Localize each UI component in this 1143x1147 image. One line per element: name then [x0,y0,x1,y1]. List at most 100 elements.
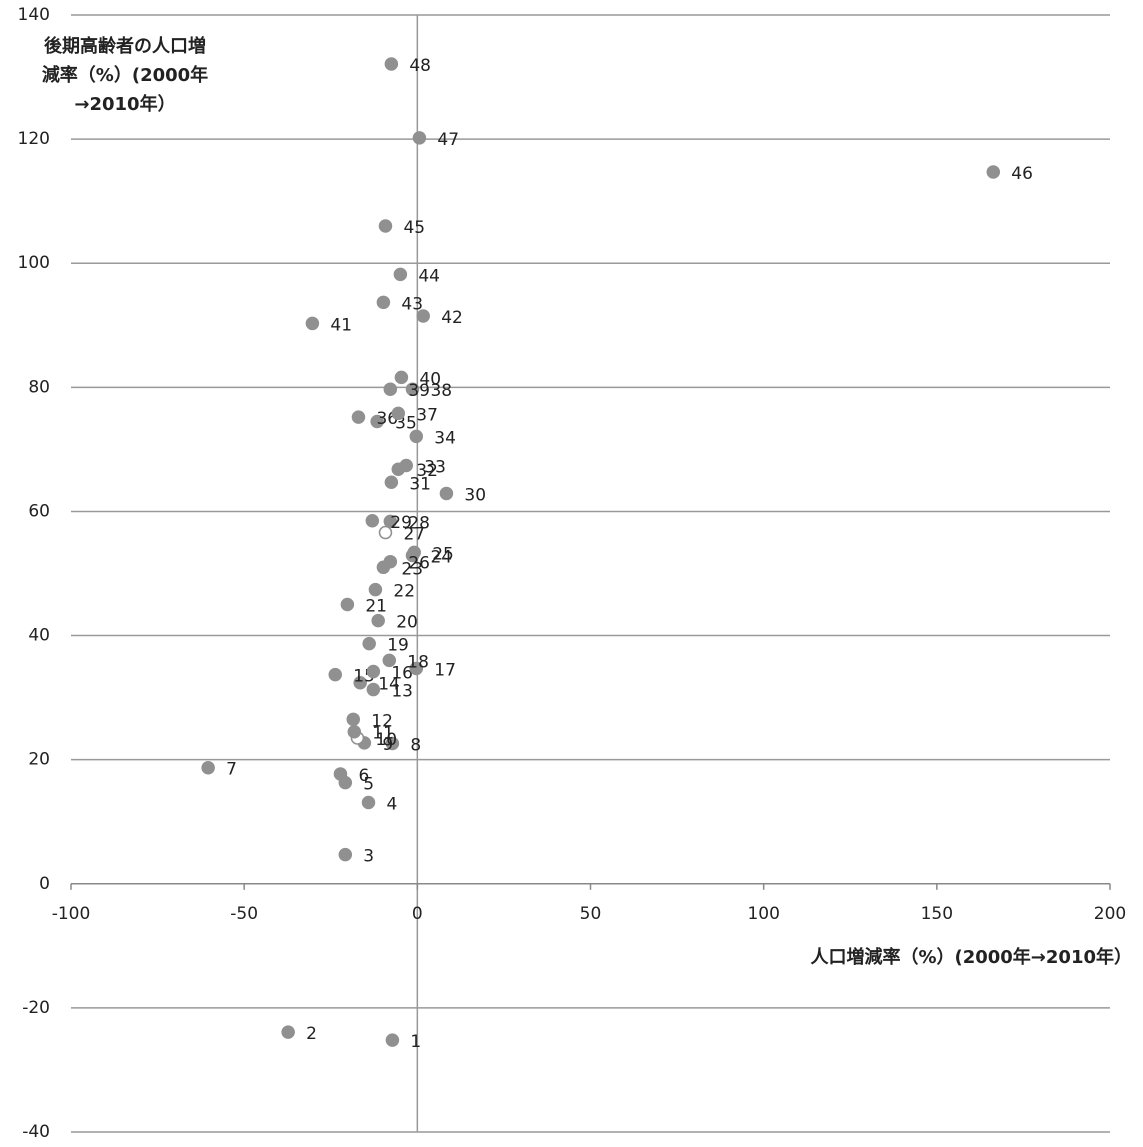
point-label: 32 [416,461,438,481]
point [409,661,424,676]
point [371,613,385,628]
point [416,309,430,323]
point [383,382,398,396]
point [393,267,408,282]
point-label: 8 [410,736,421,756]
y-axis-title: →2010年） [74,93,175,115]
point-label: 37 [416,405,438,425]
point [366,682,381,697]
point-label: 25 [432,544,454,564]
point [340,597,355,612]
point [333,767,348,781]
point [338,847,353,862]
point [399,458,414,473]
point-label: 18 [407,652,429,672]
point [361,795,376,810]
x-tick-label: -100 [52,904,91,924]
point [370,414,384,429]
point-label: 41 [330,315,352,335]
x-tick-label: 150 [921,904,953,924]
point [378,219,393,233]
point [365,514,380,528]
point [201,760,215,775]
point [376,295,391,310]
point-label: 40 [419,369,441,389]
point-label: 17 [434,660,456,680]
point-label: 4 [387,794,398,814]
point-label: 33 [424,458,446,478]
y-tick-label: 20 [28,750,50,770]
point [305,316,320,331]
point [351,410,366,424]
y-tick-label: 140 [18,5,50,25]
point [439,486,454,501]
point-label: 7 [226,760,237,780]
point [384,475,399,490]
point [281,1025,295,1039]
point [368,582,383,597]
y-tick-label: 80 [28,377,50,397]
point-label: 29 [390,513,412,533]
point-label: 47 [437,130,459,150]
point-label: 13 [391,682,413,702]
point [384,57,399,71]
x-tick-label: 50 [580,904,602,924]
point-label: 28 [408,513,430,533]
point [378,525,393,540]
point-label: 21 [365,597,387,617]
point-label: 14 [378,675,400,695]
y-tick-label: -20 [22,998,50,1018]
point-label: 16 [391,664,413,684]
y-tick-label: -40 [22,1122,50,1142]
x-tick-label: -50 [230,904,258,924]
point [362,636,376,651]
point-label: 39 [408,381,430,401]
point-label: 19 [387,636,409,656]
point-label: 38 [430,381,452,401]
y-tick-label: 0 [39,874,50,894]
point [382,653,397,668]
point-label: 1 [410,1032,421,1052]
point-label: 46 [1011,164,1033,184]
point [347,724,362,739]
point-label: 2 [306,1024,317,1044]
point-label: 42 [441,308,463,328]
y-tick-label: 60 [28,501,50,521]
point-label: 48 [409,56,431,76]
point [383,554,398,569]
x-axis-title: 人口増減率（%）(2000年→2010年） [810,946,1132,968]
y-tick-label: 100 [18,253,50,273]
point-label: 24 [430,548,452,568]
point-label: 30 [464,485,486,505]
point [383,514,398,529]
point-label: 12 [371,711,393,731]
point [391,406,406,421]
y-tick-label: 120 [18,129,50,149]
y-axis-title: 減率（%）(2000年 [42,64,208,86]
x-tick-label: 0 [412,904,423,924]
point-label: 31 [409,474,431,494]
point-label: 43 [401,294,423,314]
point [328,667,343,682]
x-tick-label: 100 [747,904,779,924]
point-label: 23 [401,559,423,579]
point [353,675,367,690]
point-label: 9 [382,735,393,755]
point-label: 34 [434,428,456,448]
point [385,1033,400,1047]
x-tick-label: 200 [1094,904,1126,924]
y-tick-label: 40 [28,626,50,646]
point-label: 11 [372,724,394,744]
point-label: 45 [403,218,425,238]
point-label: 26 [408,554,430,574]
y-axis-title: 後期高齢者の人口増 [44,35,206,57]
point [986,165,1001,179]
point-label: 20 [396,613,418,633]
point [385,736,400,751]
point-label: 27 [403,525,425,545]
point [346,712,361,727]
point-label: 6 [358,766,369,786]
point-label: 44 [418,266,440,286]
point [409,429,424,444]
